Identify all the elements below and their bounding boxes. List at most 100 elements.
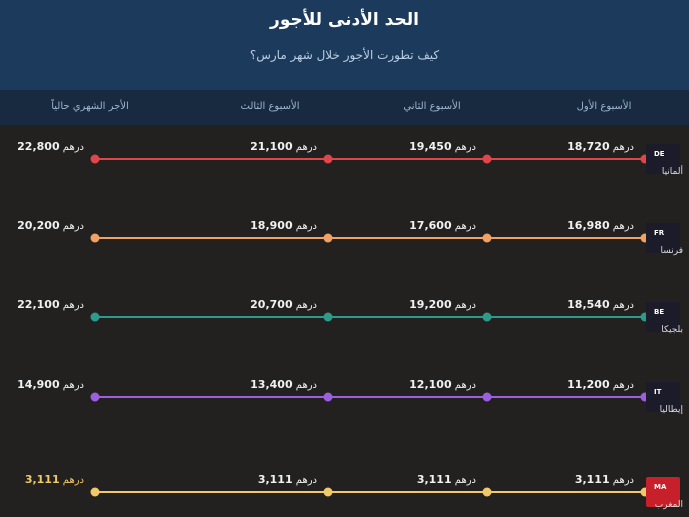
value-label-de-1: درهم 18,720: [567, 140, 634, 153]
value-number: 16,980: [567, 219, 610, 232]
country-code: FR: [654, 229, 665, 237]
column-header-current-monthly-wage: الأجر الشهري حالياً: [51, 101, 129, 112]
column-header-bar: [0, 90, 689, 125]
page-subtitle: كيف تطورت الأجور خلال شهر مارس؟: [249, 48, 440, 62]
point-be-2: [482, 312, 492, 322]
value-number: 11,200: [567, 378, 610, 391]
currency-unit: درهم: [609, 475, 634, 486]
row-line-ma: [95, 491, 645, 493]
point-it-1: [640, 392, 650, 402]
column-header-week-2: الأسبوع الثاني: [403, 101, 461, 112]
currency-unit: درهم: [451, 300, 476, 311]
value-number: 3,111: [416, 473, 452, 486]
value-number: 12,100: [409, 378, 452, 391]
value-number: 22,800: [17, 140, 60, 153]
value-number: 19,450: [409, 140, 452, 153]
value-number: 21,100: [250, 140, 293, 153]
currency-unit: درهم: [292, 142, 317, 153]
value-label-be-3: درهم 20,700: [250, 298, 317, 311]
currency-unit: درهم: [609, 300, 634, 311]
currency-unit: درهم: [609, 221, 634, 232]
country-badge-de: DE: [646, 144, 680, 174]
point-fr-1: [640, 233, 650, 243]
value-label-de-4: درهم 22,800: [17, 140, 84, 153]
value-label-ma-3: درهم 3,111: [258, 473, 317, 486]
point-be-3: [323, 312, 333, 322]
row-line-it: [95, 396, 645, 398]
point-de-1: [640, 154, 650, 164]
country-name-ma: المغرب: [654, 500, 683, 510]
point-fr-2: [482, 233, 492, 243]
value-label-fr-2: درهم 17,600: [409, 219, 476, 232]
value-number: 18,720: [567, 140, 610, 153]
value-label-be-1: درهم 18,540: [567, 298, 634, 311]
row-line-be: [95, 316, 645, 318]
value-number: 13,400: [250, 378, 293, 391]
country-name-de: ألمانيا: [661, 167, 683, 177]
country-name-be: بلجيكا: [661, 325, 683, 335]
country-name-it: إيطاليا: [659, 405, 683, 415]
point-fr-4: [90, 233, 100, 243]
value-number: 14,900: [17, 378, 60, 391]
value-label-de-3: درهم 21,100: [250, 140, 317, 153]
country-code: BE: [654, 308, 665, 316]
row-line-de: [95, 158, 645, 160]
currency-unit: درهم: [609, 380, 634, 391]
value-label-fr-3: درهم 18,900: [250, 219, 317, 232]
currency-unit: درهم: [59, 475, 84, 486]
value-number: 20,700: [250, 298, 293, 311]
point-it-2: [482, 392, 492, 402]
point-it-4: [90, 392, 100, 402]
point-ma-4: [90, 487, 100, 497]
currency-unit: درهم: [292, 221, 317, 232]
value-label-ma-2: درهم 3,111: [417, 473, 476, 486]
row-line-fr: [95, 237, 645, 239]
currency-unit: درهم: [292, 475, 317, 486]
page-title: الحد الأدنى للأجور: [270, 10, 419, 30]
currency-unit: درهم: [59, 300, 84, 311]
country-name-fr: فرنسا: [660, 246, 683, 256]
value-label-it-3: درهم 13,400: [250, 378, 317, 391]
column-header-week-1: الأسبوع الأول: [576, 101, 632, 112]
value-label-fr-4: درهم 20,200: [17, 219, 84, 232]
point-de-4: [90, 154, 100, 164]
point-be-4: [90, 312, 100, 322]
value-number: 17,600: [409, 219, 452, 232]
value-label-ma-1: درهم 3,111: [575, 473, 634, 486]
point-fr-3: [323, 233, 333, 243]
column-header-week-3: الأسبوع الثالث: [240, 101, 300, 112]
currency-unit: درهم: [451, 142, 476, 153]
currency-unit: درهم: [451, 380, 476, 391]
value-label-it-4: درهم 14,900: [17, 378, 84, 391]
value-number: 20,200: [17, 219, 60, 232]
currency-unit: درهم: [451, 475, 476, 486]
currency-unit: درهم: [59, 142, 84, 153]
country-badge-it: IT: [646, 382, 680, 412]
point-ma-3: [323, 487, 333, 497]
country-code: MA: [654, 483, 667, 491]
value-number: 3,111: [257, 473, 293, 486]
value-number: 22,100: [17, 298, 60, 311]
country-badge-ma: MA: [646, 477, 680, 507]
point-ma-1: [640, 487, 650, 497]
value-label-de-2: درهم 19,450: [409, 140, 476, 153]
value-label-it-1: درهم 11,200: [567, 378, 634, 391]
value-label-ma-4: درهم 3,111: [25, 473, 84, 486]
point-it-3: [323, 392, 333, 402]
currency-unit: درهم: [292, 380, 317, 391]
point-be-1: [640, 312, 650, 322]
value-number: 3,111: [574, 473, 610, 486]
value-number: 18,900: [250, 219, 293, 232]
currency-unit: درهم: [59, 221, 84, 232]
point-ma-2: [482, 487, 492, 497]
value-label-be-4: درهم 22,100: [17, 298, 84, 311]
point-de-3: [323, 154, 333, 164]
country-badge-be: BE: [646, 302, 680, 332]
value-label-fr-1: درهم 16,980: [567, 219, 634, 232]
value-number: 19,200: [409, 298, 452, 311]
currency-unit: درهم: [292, 300, 317, 311]
value-label-be-2: درهم 19,200: [409, 298, 476, 311]
value-number: 18,540: [567, 298, 610, 311]
currency-unit: درهم: [451, 221, 476, 232]
country-badge-fr: FR: [646, 223, 680, 253]
